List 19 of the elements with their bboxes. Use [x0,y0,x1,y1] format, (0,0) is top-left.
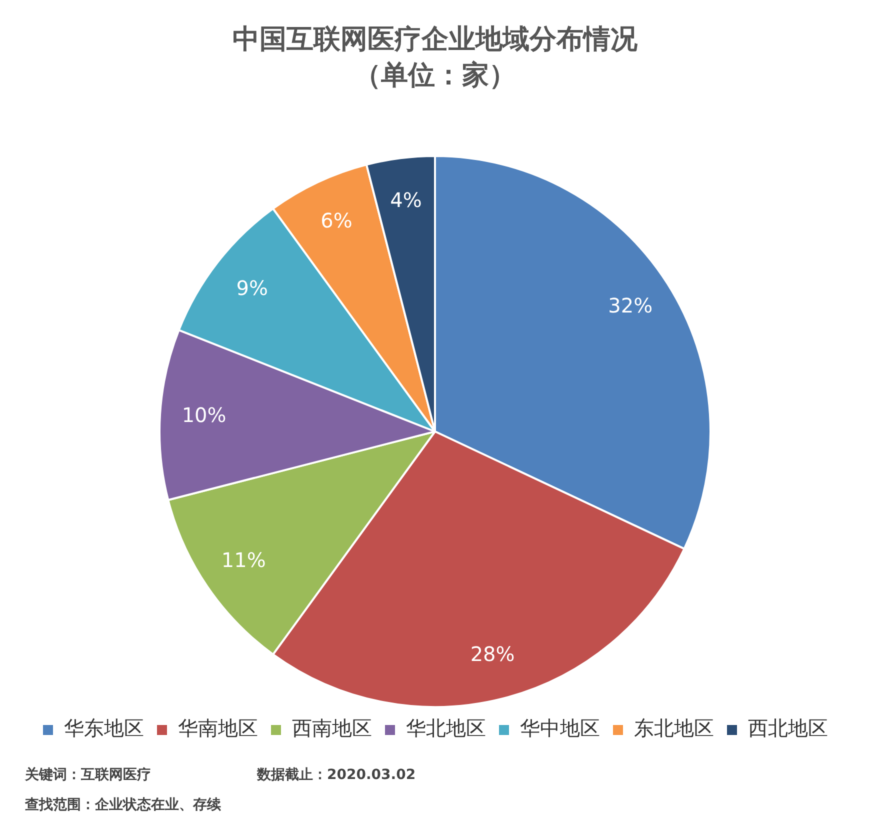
data-label: 9% [236,276,268,300]
legend-label: 东北地区 [634,716,714,740]
legend-label: 华东地区 [64,716,144,740]
legend-label: 西南地区 [292,716,372,740]
data-label: 10% [182,403,226,428]
text: 查找范围：企业状态在业、存续 [25,796,222,815]
data-label: 6% [320,208,352,232]
chart-subtitle: （单位：家） [353,59,517,93]
chart-title: 中国互联网医疗企业地域分布情况 [232,23,638,57]
legend-label: 华南地区 [178,716,258,740]
data-label: 32% [608,294,653,318]
legend-label: 华北地区 [406,716,486,740]
text: 数据截止：2020.03.02 [257,766,417,785]
data-label: 28% [470,642,515,666]
legend-label: 西北地区 [748,716,828,740]
data-label: 11% [221,548,266,572]
data-label: 4% [390,188,422,212]
text: 关键词：互联网医疗 [25,766,152,785]
legend-label: 华中地区 [520,716,600,740]
